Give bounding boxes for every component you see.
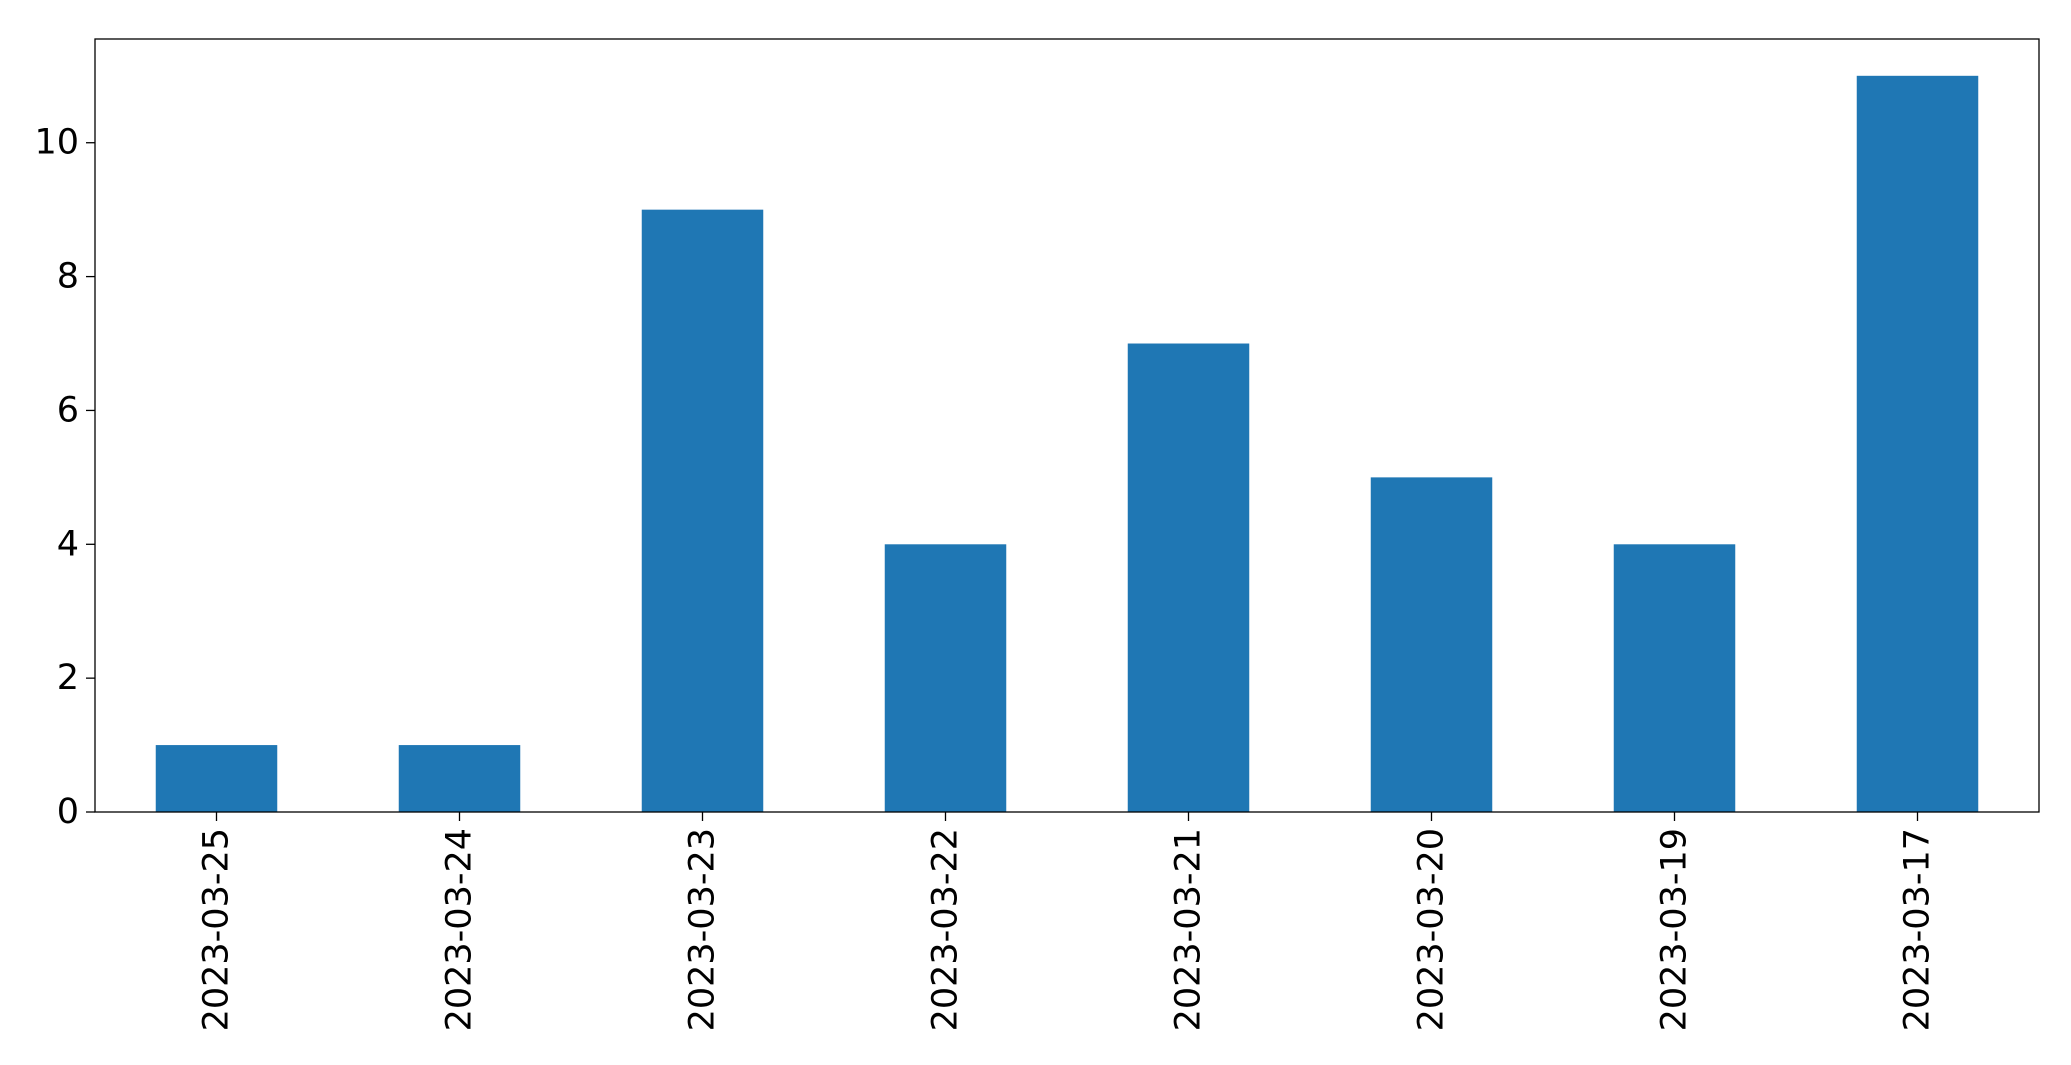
bar-2023-03-19 [1613, 544, 1736, 812]
bar-2023-03-24 [398, 745, 521, 812]
x-tick-label: 2023-03-24 [440, 828, 480, 1031]
bars-layer [155, 75, 1979, 813]
y-tick-label: 4 [57, 524, 79, 564]
axes-frame [94, 38, 2040, 813]
axes-layer [94, 38, 2040, 813]
y-tick-label: 0 [57, 792, 79, 832]
y-tick-label: 8 [57, 257, 79, 297]
bar-2023-03-21 [1127, 343, 1250, 812]
x-tick-label: 2023-03-23 [683, 828, 723, 1031]
bar-2023-03-20 [1370, 477, 1493, 812]
y-tick-label: 2 [57, 658, 79, 698]
x-tick-label: 2023-03-17 [1898, 828, 1938, 1031]
bar-2023-03-23 [641, 209, 764, 812]
ticks-layer: 0 2 4 6 8 10 2023-03-25 2023-03-24 2023-03-23 202… [34, 123, 1937, 1032]
x-tick-label: 2023-03-21 [1169, 828, 1209, 1031]
y-tick-label: 6 [57, 390, 79, 430]
x-tick-label: 2023-03-20 [1412, 828, 1452, 1031]
x-tick-label: 2023-03-19 [1655, 828, 1695, 1031]
bar-2023-03-25 [155, 745, 278, 812]
bar-2023-03-17 [1856, 75, 1979, 813]
x-tick-label: 2023-03-22 [926, 828, 966, 1031]
x-tick-label: 2023-03-25 [197, 828, 237, 1031]
bar-2023-03-22 [884, 544, 1007, 812]
y-tick-label: 10 [34, 123, 79, 163]
